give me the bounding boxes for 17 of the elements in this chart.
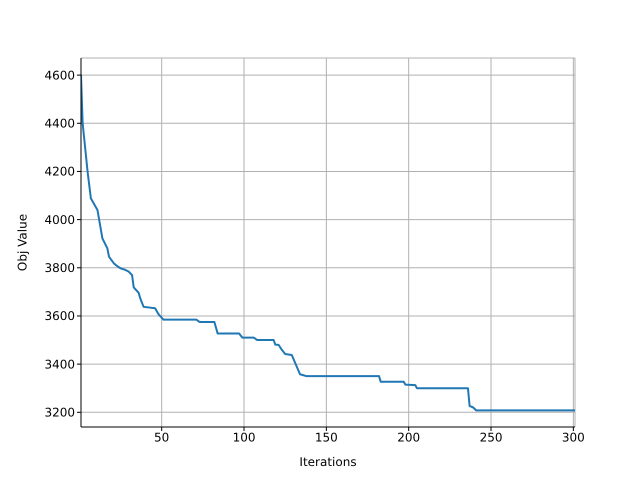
y-tick-label: 3600	[44, 309, 75, 324]
y-tick-label: 3400	[44, 357, 75, 372]
x-tick-label: 250	[480, 430, 502, 445]
line-series	[81, 74, 575, 412]
x-tick-label: 300	[562, 430, 585, 445]
y-tick-label: 4000	[44, 212, 75, 227]
y-axis-title: Obj Value	[15, 214, 30, 272]
x-axis-title: Iterations	[299, 455, 357, 469]
x-tick-label: 50	[154, 430, 170, 445]
x-tick-label: 100	[232, 430, 256, 445]
y-tick-label: 4200	[44, 164, 75, 179]
y-tick-label: 3200	[44, 406, 75, 420]
y-tick-label: 3800	[44, 261, 75, 276]
y-tick-label: 4600	[44, 68, 75, 82]
x-tick-label: 200	[397, 430, 420, 445]
x-tick-label: 150	[314, 430, 338, 445]
y-tick-label: 4400	[44, 116, 75, 131]
